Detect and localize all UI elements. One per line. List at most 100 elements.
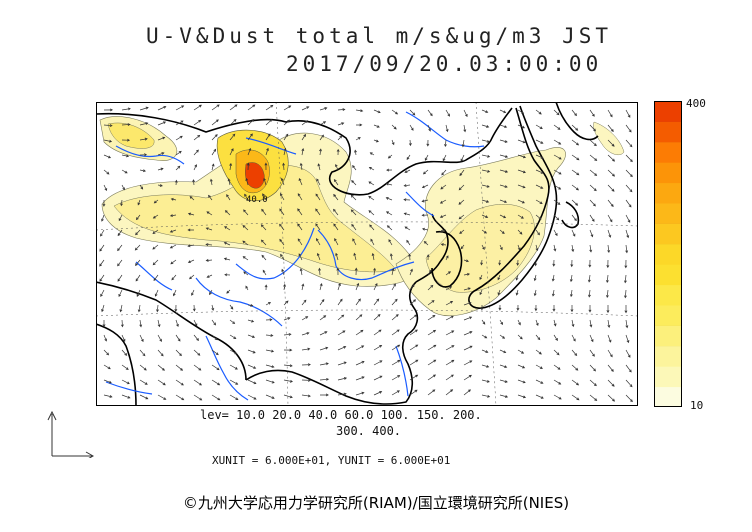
wind-arrow: [588, 259, 592, 268]
wind-arrow: [517, 364, 526, 369]
colorbar-segment: [654, 101, 682, 122]
wind-arrow: [368, 195, 375, 201]
wind-arrow: [247, 334, 256, 338]
wind-arrow: [187, 244, 195, 248]
wind-arrow: [355, 123, 363, 127]
wind-arrow: [373, 139, 379, 143]
wind-arrow: [193, 149, 199, 156]
wind-arrow: [229, 334, 237, 339]
wind-arrow: [389, 253, 393, 261]
wind-arrow: [517, 124, 526, 129]
wind-arrow: [607, 364, 614, 372]
wind-arrow: [301, 363, 311, 367]
wind-arrow: [319, 134, 324, 141]
wind-arrow: [499, 214, 507, 219]
wind-arrow: [440, 229, 447, 233]
wind-arrow: [463, 259, 470, 263]
wind-arrow: [605, 274, 609, 284]
wind-arrow: [103, 379, 112, 384]
wind-arrow: [498, 259, 502, 266]
rivers: [105, 111, 485, 401]
wind-arrow: [535, 229, 540, 236]
wind-arrow: [99, 274, 105, 282]
wind-arrow: [445, 374, 454, 381]
wind-arrow: [121, 169, 128, 174]
wind-arrow: [571, 184, 579, 191]
wind-arrow: [517, 199, 525, 204]
wind-arrow: [333, 178, 339, 186]
wind-arrow: [445, 286, 453, 291]
wind-arrow: [499, 244, 503, 251]
wind-arrow: [139, 334, 144, 343]
graticule: [96, 102, 638, 406]
wind-arrow: [517, 319, 521, 326]
wind-arrow: [337, 330, 346, 336]
wind-arrow: [283, 283, 287, 291]
wind-arrow: [406, 239, 411, 246]
wind-arrow: [337, 346, 347, 351]
wind-arrow: [264, 162, 268, 171]
dust-plume-east-inner: [425, 204, 535, 293]
wind-arrow: [355, 282, 360, 291]
wind-arrow: [553, 334, 558, 342]
wind-arrow: [139, 169, 146, 173]
wind-arrow: [481, 184, 490, 188]
wind-arrow: [370, 238, 375, 246]
wind-arrow: [369, 224, 375, 231]
wind-arrow: [315, 208, 321, 216]
wind-arrow: [427, 329, 437, 336]
wind-arrow: [100, 229, 105, 237]
wind-arrow: [444, 139, 447, 148]
wind-arrow: [607, 244, 611, 254]
wind-arrow: [334, 238, 339, 246]
wind-arrow: [283, 300, 289, 306]
wind-arrow: [373, 313, 381, 321]
wind-arrow: [120, 319, 124, 328]
wind-arrow: [553, 244, 557, 252]
wind-arrow: [157, 364, 165, 371]
wind-arrow: [385, 211, 393, 216]
wind-arrow: [570, 305, 574, 313]
colorbar-segments: [654, 101, 682, 407]
wind-arrow: [152, 244, 159, 250]
wind-arrow: [442, 154, 447, 162]
wind-arrow: [517, 169, 526, 174]
wind-arrow: [337, 282, 341, 291]
wind-arrow: [139, 122, 149, 126]
wind-arrow: [192, 179, 196, 186]
wind-arrow: [441, 169, 447, 176]
wind-arrow: [333, 208, 339, 216]
wind-arrow: [139, 364, 147, 371]
wind-arrow: [517, 394, 527, 399]
wind-arrow: [368, 210, 375, 216]
colorbar-segment: [654, 203, 682, 224]
wind-arrow: [283, 348, 293, 352]
wind-arrow: [373, 124, 380, 128]
wind-arrow: [481, 349, 489, 353]
wind-arrow: [427, 389, 436, 396]
wind-arrow: [421, 213, 429, 217]
wind-arrow: [139, 349, 146, 357]
wind-arrow: [229, 304, 234, 310]
wind-arrow: [589, 229, 594, 238]
wind-arrow: [624, 305, 628, 314]
wind-arrow: [301, 133, 307, 141]
wind-arrow: [409, 344, 419, 351]
wind-arrow: [319, 362, 329, 366]
wind-arrow: [368, 181, 375, 186]
wind-arrow: [263, 177, 267, 186]
wind-arrow: [589, 169, 598, 176]
wind-arrow: [211, 319, 217, 326]
wind-arrow: [409, 124, 414, 131]
colorbar-min-label: 10: [690, 399, 704, 412]
wind-arrow: [479, 274, 483, 281]
wind-arrow: [224, 226, 231, 231]
wind-arrow: [156, 304, 159, 313]
wind-arrow: [404, 169, 411, 173]
wind-arrow: [193, 119, 202, 126]
wind-arrow: [355, 391, 365, 396]
wind-arrow: [353, 252, 357, 261]
wind-arrow: [535, 214, 542, 220]
wind-arrow: [211, 349, 219, 356]
wind-arrow: [175, 379, 184, 386]
